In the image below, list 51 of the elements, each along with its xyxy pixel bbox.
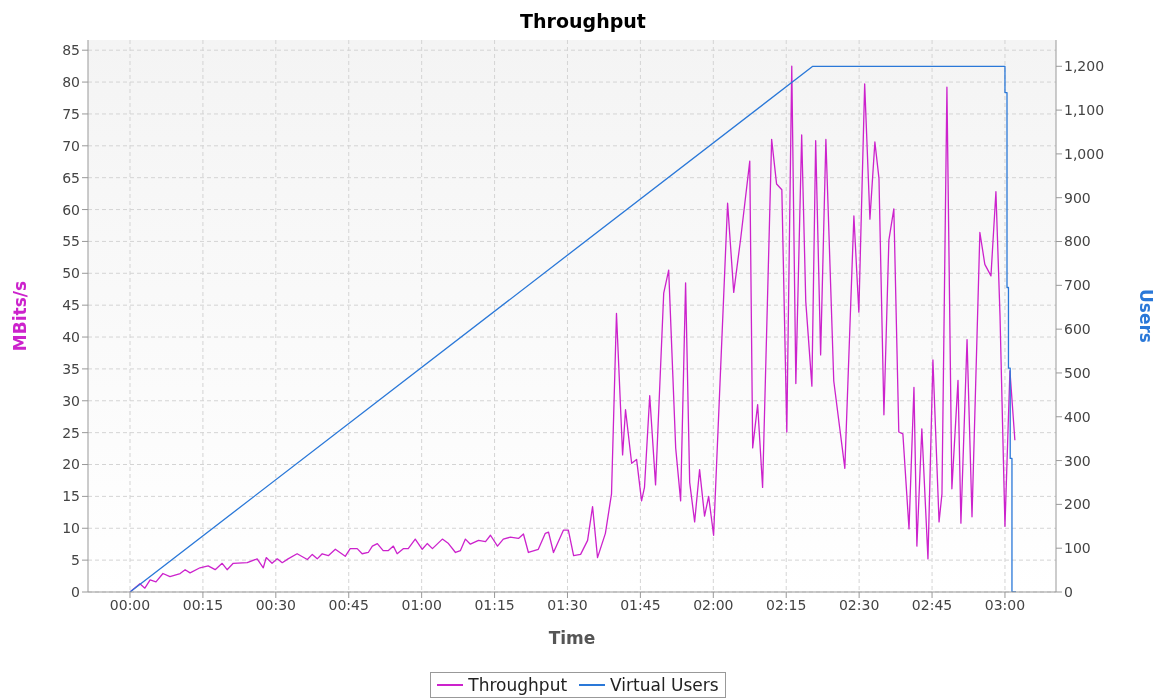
y2-tick-label: 400: [1064, 408, 1091, 425]
line-series: [129, 65, 1016, 592]
y-tick-label: 60: [62, 201, 80, 218]
y-tick-label: 80: [62, 74, 80, 91]
x-tick-label: 00:30: [255, 596, 296, 613]
y-tick-label: 65: [62, 169, 80, 186]
x-tick-label: 01:45: [620, 596, 661, 613]
y-tick-label: 75: [62, 105, 80, 122]
x-tick-label: 00:45: [328, 596, 369, 613]
y2-tick-label: 200: [1064, 496, 1091, 513]
y-tick-label: 5: [71, 552, 80, 569]
y-tick-label: 70: [62, 137, 80, 154]
y-tick-label: 85: [62, 42, 80, 59]
y2-axis-title: Users: [1135, 289, 1156, 343]
y2-tick-label: 500: [1064, 364, 1091, 381]
y2-tick-label: 1,100: [1064, 102, 1105, 119]
y-tick-label: 0: [71, 583, 80, 600]
x-tick-label: 01:30: [547, 596, 588, 613]
y2-tick-label: 300: [1064, 452, 1091, 469]
x-tick-label: 02:30: [838, 596, 880, 613]
y-tick-label: 20: [62, 456, 80, 473]
x-tick-label: 01:15: [474, 596, 515, 613]
legend-label: Throughput: [468, 675, 568, 695]
y2-tick-label: 1,200: [1064, 58, 1105, 75]
y-axis-title: MBits/s: [10, 280, 31, 352]
y2-tick-label: 1,000: [1064, 145, 1105, 162]
y2-tick-label: 900: [1064, 189, 1091, 206]
y2-tick-label: 800: [1064, 233, 1091, 250]
y-tick-label: 25: [62, 424, 80, 441]
y-tick-label: 45: [62, 297, 80, 314]
y-tick-label: 40: [62, 329, 80, 345]
y2-tick-label: 700: [1064, 277, 1091, 294]
x-tick-label: 01:00: [401, 596, 442, 613]
x-tick-label: 02:45: [911, 596, 953, 613]
x-axis-title: Time: [548, 628, 596, 648]
x-tick-label: 02:00: [693, 596, 734, 613]
y2-tick-label: 0: [1064, 583, 1073, 600]
y2-tick-label: 600: [1064, 321, 1091, 338]
y-tick-label: 30: [62, 392, 80, 409]
legend-label: Virtual Users: [610, 675, 719, 695]
x-tick-label: 00:15: [182, 596, 224, 613]
y2-tick-label: 100: [1064, 540, 1091, 557]
x-tick-label: 02:15: [766, 596, 807, 613]
y-tick-label: 50: [62, 265, 80, 282]
y-tick-label: 55: [62, 233, 80, 250]
y-tick-label: 15: [62, 488, 80, 505]
x-tick-label: 00:00: [109, 596, 151, 613]
x-tick-label: 03:00: [984, 596, 1026, 613]
y-tick-label: 10: [62, 520, 80, 537]
chart-title: Throughput: [519, 10, 647, 32]
y-tick-label: 35: [62, 360, 80, 377]
